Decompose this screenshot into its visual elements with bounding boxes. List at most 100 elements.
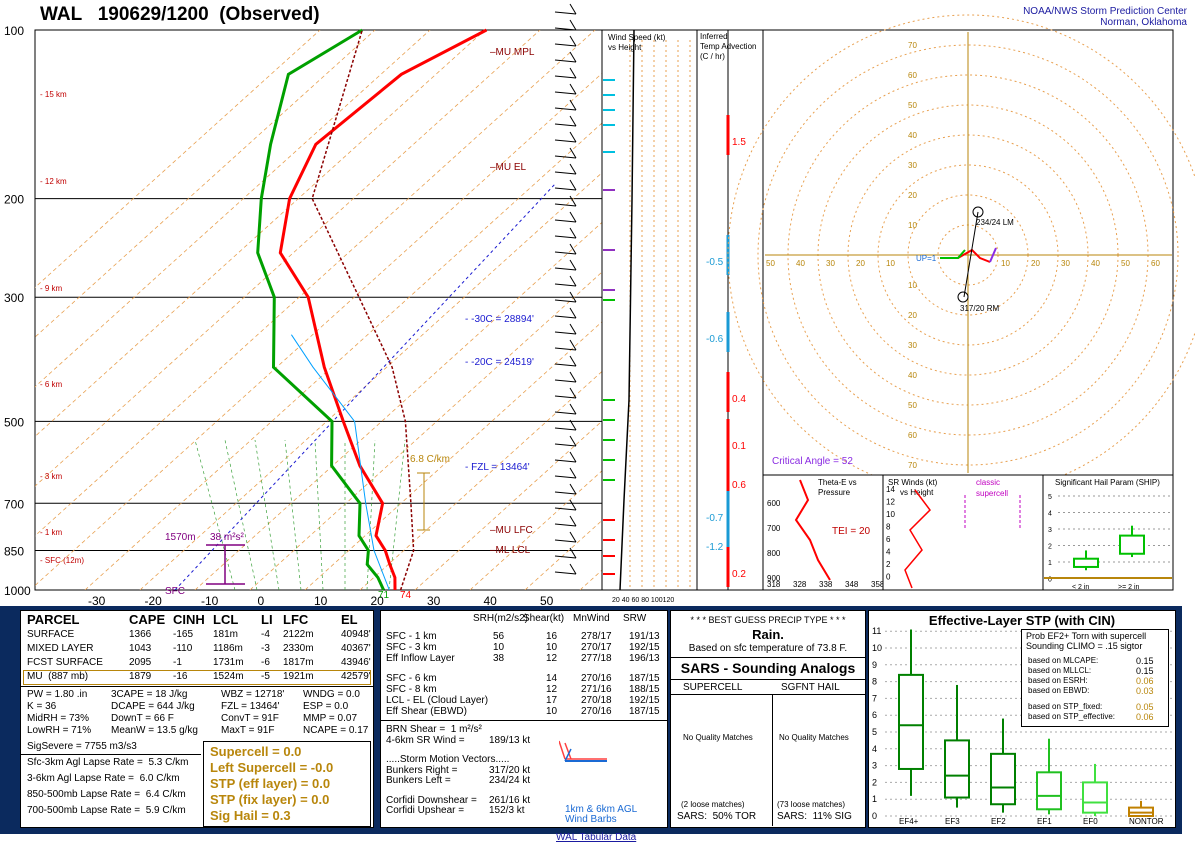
temp-axis-label: 0 [258, 594, 265, 606]
misc-cell: LowRH = 71% [27, 725, 92, 736]
stp-boxes: EF4+ EF3 EF2 EF1 EF0 NONTOR [898, 629, 1164, 826]
parcel-cell: FCST SURFACE [27, 657, 103, 668]
temp-axis-label: -30 [88, 594, 106, 606]
srw-y-label: 12 [886, 498, 895, 507]
dry-adiabat [35, 30, 541, 487]
tei-label: TEI = 20 [832, 526, 871, 537]
wind-barb [554, 347, 577, 351]
barbs-icon [559, 740, 607, 762]
divider [671, 694, 865, 695]
wind-barb-feather [569, 147, 577, 159]
wind-barb-feather [569, 371, 577, 383]
parcel-cell: -5 [261, 671, 270, 682]
kin-header-cell: MnWind [573, 613, 610, 624]
stp-row-label: based on MLCAPE: [1028, 656, 1099, 665]
tabular-data-link[interactable]: WAL Tabular Data [556, 832, 637, 843]
misc-cell: K = 36 [27, 701, 57, 712]
org-line2: Norman, Oklahoma [1100, 17, 1187, 28]
hodo-ring-label: 60 [908, 71, 917, 80]
hodo-ring-label: 60 [908, 431, 917, 440]
level-label: –ML LCL [490, 545, 531, 556]
parcel-cell: -165 [173, 629, 194, 640]
stp-y-label: 5 [872, 727, 877, 737]
hodo-x-label: 50 [766, 259, 775, 268]
wind-barb [554, 27, 577, 31]
stp-row-label: based on STP_fixed: [1028, 702, 1103, 711]
pressure-label: 200 [4, 193, 24, 207]
level-label: –MU LFC [490, 525, 533, 536]
temperature-trace [278, 28, 488, 591]
bunkers-left-value: 234/24 kt [489, 775, 531, 786]
kin-cell: Eff Inflow Layer [386, 653, 455, 664]
wind-speed-line [619, 29, 635, 591]
parcel-cell: 40367' [341, 643, 371, 654]
srw-y-label: 10 [886, 510, 895, 519]
parcel-header-cell: LFC [283, 612, 309, 627]
parcel-cell: 2095 [129, 657, 152, 668]
hodo-ring-label: 50 [908, 401, 917, 410]
wind-barb-feather [569, 355, 577, 367]
noq-1: No Quality Matches [683, 733, 753, 742]
kin-cell: 16 [546, 631, 558, 642]
parcel-header: PARCEL CAPE CINH LCL LI LFC EL [21, 612, 373, 628]
cape-value: 38 m²s² [210, 532, 245, 543]
kin-cell: SFC - 8 km [386, 684, 437, 695]
misc-cell: PW = 1.80 .in [27, 689, 88, 700]
stp-y-label: 2 [872, 777, 877, 787]
noq-2: No Quality Matches [779, 733, 849, 742]
hodo-up-label: UP=1 [916, 254, 937, 263]
wind-barb-feather [569, 83, 577, 95]
wind-barb [554, 523, 577, 527]
sr-winds-panel [882, 474, 1044, 591]
stp-y-label: 3 [872, 761, 877, 771]
parcel-cell: 2330m [283, 643, 314, 654]
pressure-label: 1000 [4, 584, 31, 598]
theta-e-plot: 318 328 338 348 358 600 700 800 900 [767, 479, 885, 589]
ship-y-label: 5 [1048, 494, 1052, 501]
stp-box [898, 673, 924, 770]
stp-row-value: 0.05 [1136, 702, 1154, 712]
parcel-header-cell: PARCEL [27, 612, 80, 627]
parcel-cell: 1731m [213, 657, 244, 668]
height-label: - 15 km [40, 90, 67, 99]
ship-title: Significant Hail Param (SHIP) [1055, 478, 1160, 487]
hodo-ring-label: 70 [908, 41, 917, 50]
wind-barb [554, 475, 577, 479]
sr-winds-plot: 14 12 10 8 6 4 2 0 [886, 485, 1021, 589]
parcel-cell: -110 [173, 643, 193, 654]
adv-value: -0.6 [706, 334, 724, 345]
ship-y-label: 3 [1048, 527, 1052, 534]
wind-barb-feather [569, 163, 577, 175]
misc-cell: MMP = 0.07 [303, 713, 358, 724]
org-label: NOAA/NWS Storm Prediction Center Norman,… [1023, 6, 1187, 28]
lapse-line: 850-500mb Lapse Rate = 6.4 C/km [27, 789, 186, 800]
wind-barb-feather [569, 339, 577, 351]
wind-barb [554, 123, 577, 127]
wind-barb-feather [569, 387, 577, 399]
adv-value: 0.2 [732, 569, 746, 580]
precip-panel: * * * BEST GUESS PRECIP TYPE * * * Rain.… [670, 610, 866, 828]
theta-y-label: 600 [767, 499, 781, 508]
kin-cell: 187/15 [629, 673, 660, 684]
dry-adiabat [35, 30, 376, 338]
srw-y-label: 14 [886, 485, 895, 494]
stp-row-label: based on STP_effective: [1028, 712, 1116, 721]
hodo-bunkers [963, 211, 979, 298]
parcel-header-cell: CAPE [129, 612, 166, 627]
kin-cell: 192/15 [629, 695, 660, 706]
parcel-panel: PARCEL CAPE CINH LCL LI LFC EL SURFACE 1366 -165… [20, 610, 374, 828]
divider [381, 720, 667, 721]
hodo-x-label: 30 [1061, 259, 1070, 268]
srw-y-label: 4 [886, 548, 891, 557]
divider [671, 657, 865, 658]
temp-adv-title1: Inferred [700, 32, 728, 41]
stp-box [1036, 771, 1062, 811]
hodo-lm-marker [972, 206, 984, 218]
critical-angle: Critical Angle = 52 [772, 456, 853, 467]
corfidi-down-label: Corfidi Downshear = [386, 795, 477, 806]
hodo-trace [940, 249, 966, 259]
wind-barb [554, 411, 577, 415]
srw-title1: SR Winds (kt) [888, 478, 938, 487]
kin-cell: 17 [546, 695, 558, 706]
